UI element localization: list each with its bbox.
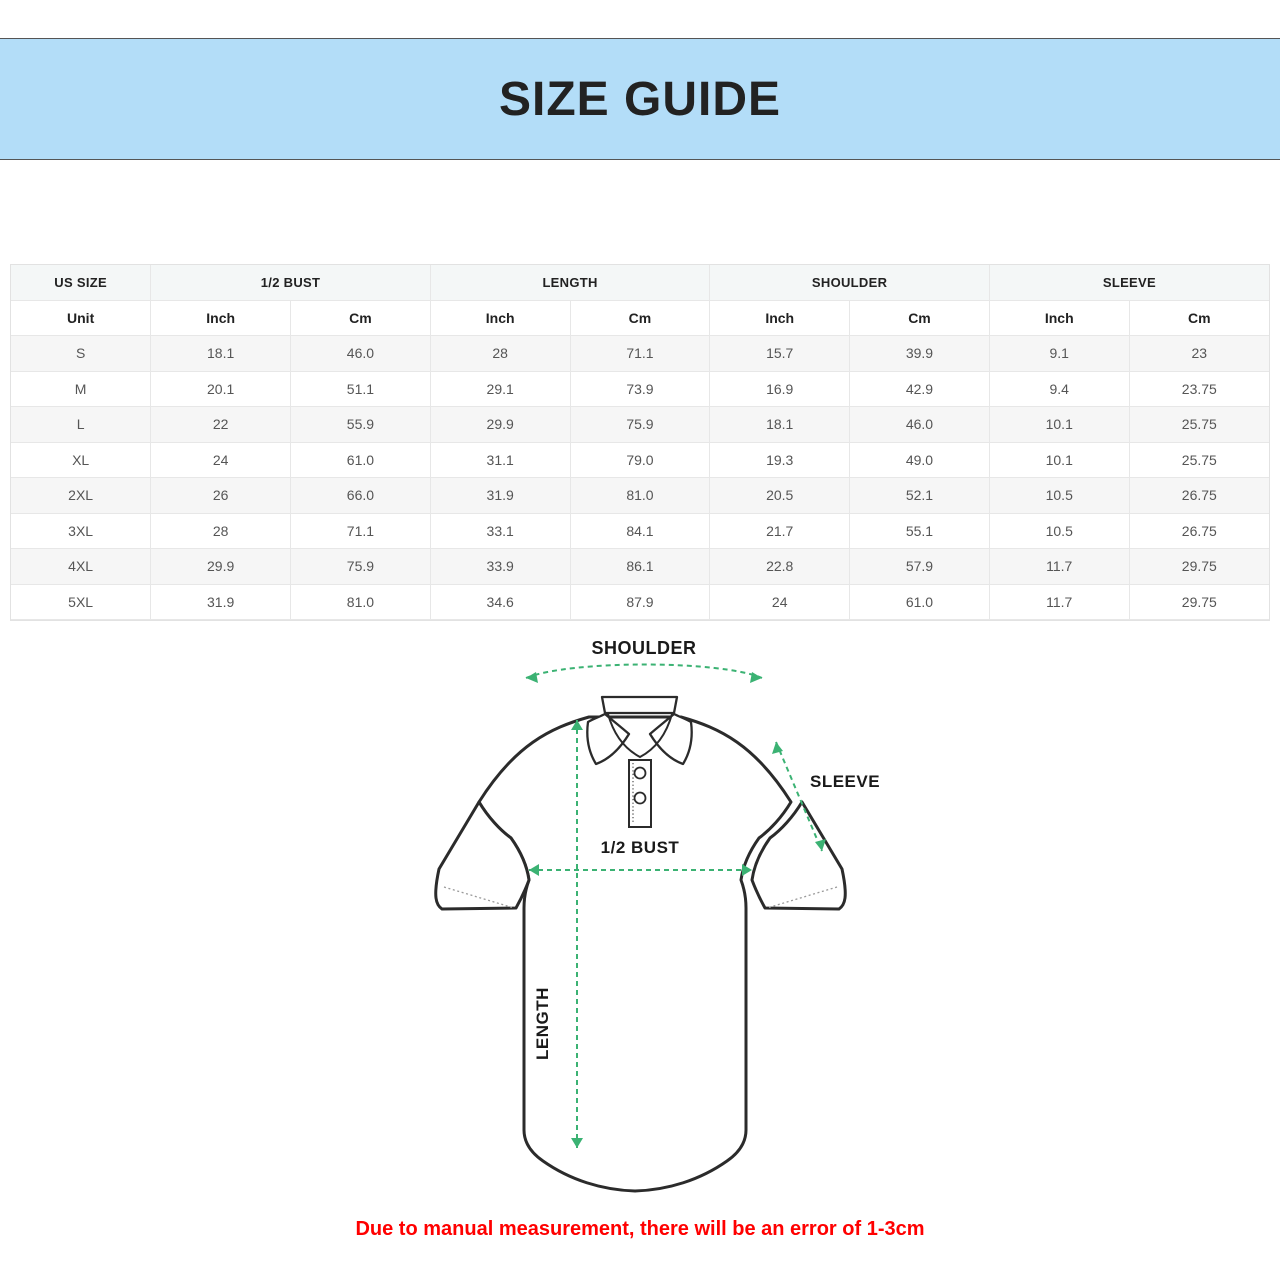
svg-text:1/2 BUST: 1/2 BUST — [601, 838, 680, 857]
svg-text:LENGTH: LENGTH — [533, 987, 552, 1060]
svg-text:SLEEVE: SLEEVE — [810, 772, 880, 791]
svg-text:SHOULDER: SHOULDER — [591, 640, 696, 658]
